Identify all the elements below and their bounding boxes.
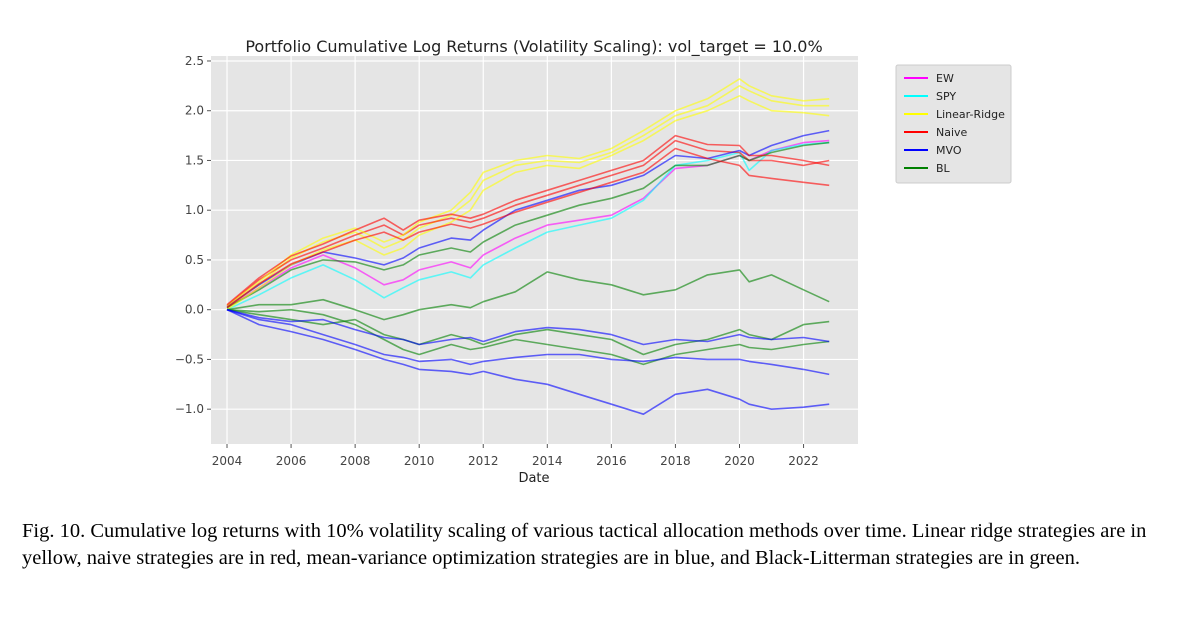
legend-label: EW [936, 72, 954, 85]
y-tick-label: −1.0 [175, 402, 204, 416]
x-axis-label: Date [518, 471, 549, 486]
y-tick-label: 0.0 [185, 303, 204, 317]
x-axis-ticks: 2004 2006 2008 2010 2012 2014 2016 2018 2020 2022 [212, 444, 819, 468]
series-line-bl-10 [226, 269, 830, 321]
legend-label: Linear-Ridge [936, 108, 1005, 121]
y-axis-ticks: −1.0 −0.5 0.0 0.5 1.0 1.5 2.0 2.5 [175, 54, 211, 416]
series-line-linear-ridge-7 [226, 78, 830, 307]
series-line-naive-8 [226, 147, 830, 309]
series-line-naive-9 [226, 134, 830, 306]
x-tick-label: 2006 [276, 454, 307, 468]
x-tick-label: 2018 [660, 454, 691, 468]
legend-label: Naive [936, 126, 968, 139]
series-line-bl-5 [226, 141, 830, 309]
series-line-mvo-14 [226, 308, 830, 376]
y-tick-label: 2.0 [185, 104, 204, 118]
y-tick-label: 0.5 [185, 253, 204, 267]
y-tick-label: 2.5 [185, 54, 204, 68]
x-tick-label: 2022 [788, 454, 819, 468]
series-line-mvo-13 [226, 308, 830, 346]
legend: EW SPY Linear-Ridge Naive MVO BL [895, 64, 1012, 184]
y-tick-label: 1.5 [185, 153, 204, 167]
series-line-spy-1 [226, 141, 830, 311]
series-group [226, 78, 830, 416]
series-line-mvo-4 [226, 129, 830, 308]
chart-title: Portfolio Cumulative Log Returns (Volati… [245, 37, 822, 57]
legend-label: BL [936, 162, 951, 175]
series-line-naive-3 [226, 139, 830, 307]
x-tick-label: 2010 [404, 454, 435, 468]
legend-label: SPY [936, 90, 956, 103]
x-tick-label: 2012 [468, 454, 499, 468]
legend-label: MVO [936, 144, 962, 157]
legend-box [895, 64, 1012, 184]
series-line-mvo-15 [226, 308, 830, 416]
x-tick-label: 2014 [532, 454, 563, 468]
y-tick-label: −0.5 [175, 352, 204, 366]
x-tick-label: 2020 [724, 454, 755, 468]
series-line-bl-12 [226, 308, 830, 366]
figure-caption: Fig. 10. Cumulative log returns with 10%… [22, 520, 1147, 569]
x-tick-label: 2016 [596, 454, 627, 468]
x-tick-label: 2004 [212, 454, 243, 468]
line-chart: 2004 2006 2008 2010 2012 2014 2016 2018 2020 2022… [175, 37, 1012, 486]
x-tick-label: 2008 [340, 454, 371, 468]
y-tick-label: 1.0 [185, 203, 204, 217]
